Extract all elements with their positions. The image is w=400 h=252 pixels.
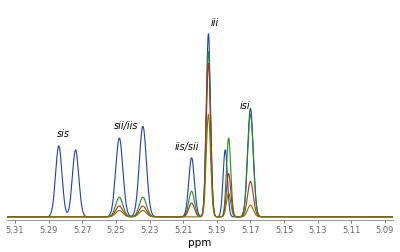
Text: sii/iis: sii/iis bbox=[114, 121, 138, 131]
Text: iii: iii bbox=[211, 18, 219, 28]
Text: sis: sis bbox=[57, 129, 70, 139]
X-axis label: ppm: ppm bbox=[188, 238, 212, 248]
Text: iis/sii: iis/sii bbox=[174, 142, 199, 152]
Text: isi: isi bbox=[240, 102, 251, 111]
